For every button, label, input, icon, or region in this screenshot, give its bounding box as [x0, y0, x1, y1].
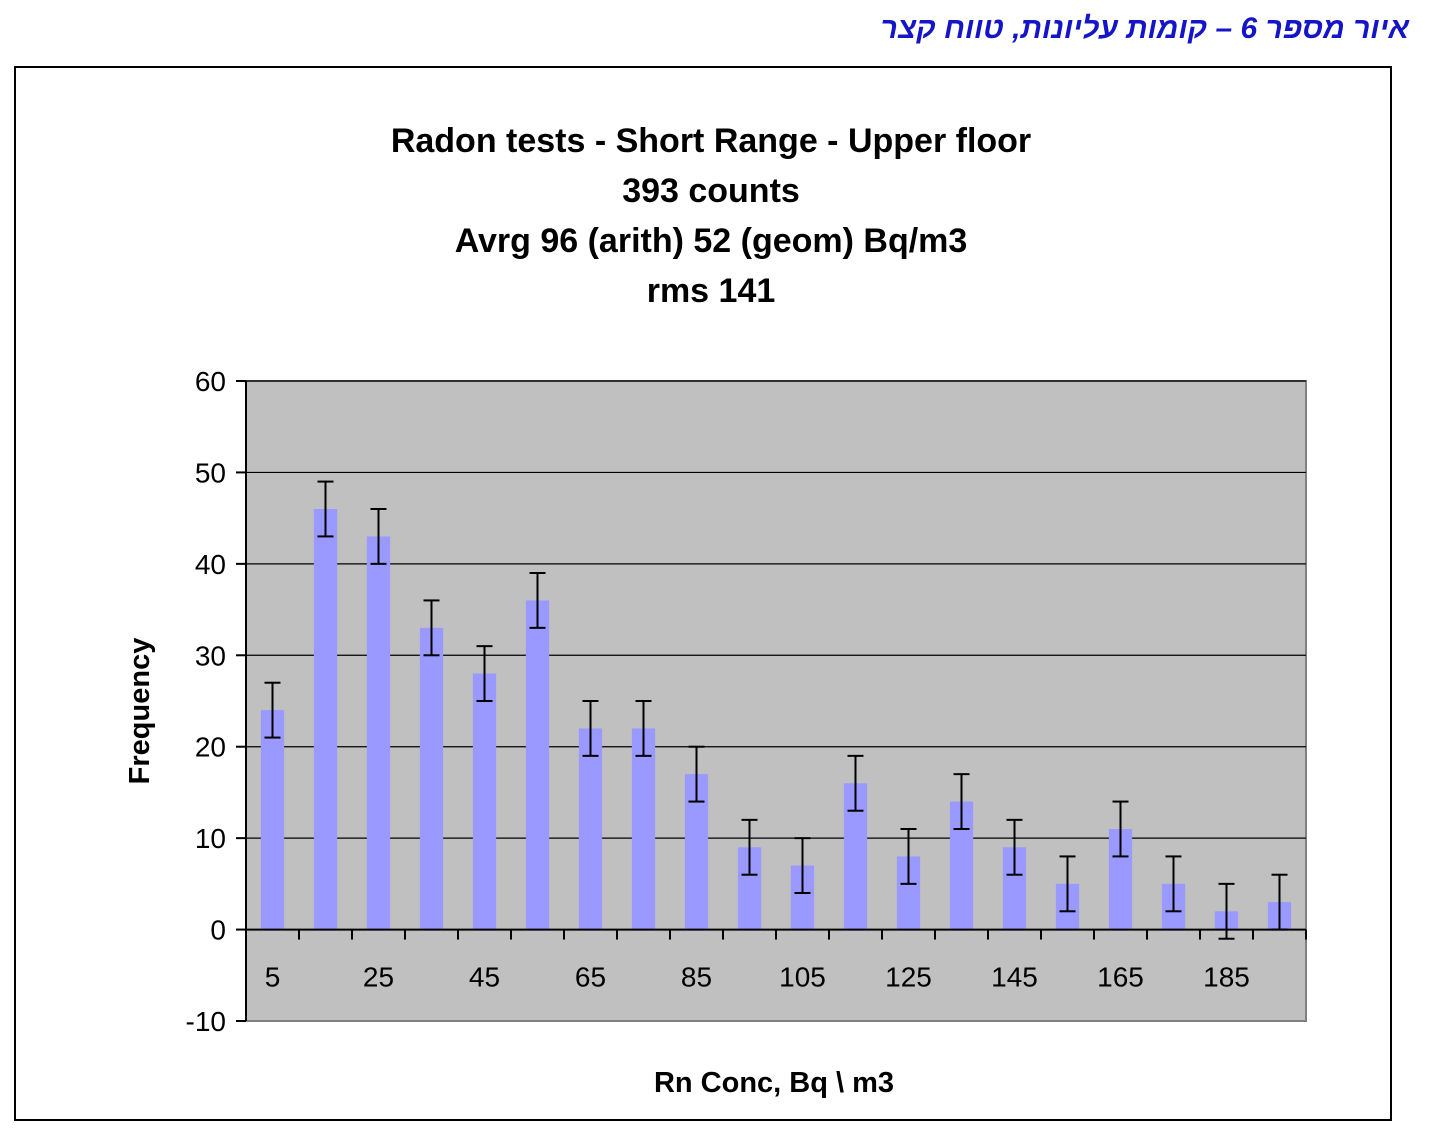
error-bar-105: [794, 837, 811, 894]
x-tick-label-85: 85: [681, 962, 712, 993]
x-tick-label-185: 185: [1203, 962, 1250, 993]
bar-45: [472, 673, 497, 930]
x-tick-label-45: 45: [469, 962, 500, 993]
y-tick-label-40: 40: [195, 549, 226, 580]
error-bar-145: [1006, 818, 1023, 876]
x-tick-label-125: 125: [885, 962, 932, 993]
bar-65: [578, 728, 603, 930]
error-bar-25: [370, 508, 387, 565]
chart-title-line-2: 393 counts: [622, 172, 800, 210]
x-tick-label-65: 65: [575, 962, 606, 993]
error-bar-75: [635, 700, 652, 757]
x-tick-label-25: 25: [363, 962, 394, 993]
y-tick-label-20: 20: [195, 732, 226, 763]
error-bar-35: [423, 599, 440, 657]
x-tick-label-165: 165: [1097, 962, 1144, 993]
error-bar-85: [688, 745, 705, 803]
x-axis-label: Rn Conc, Bq \ m3: [654, 1067, 894, 1099]
bar-75: [631, 728, 656, 930]
bar-135: [949, 801, 974, 930]
error-bar-55: [529, 572, 546, 629]
error-bar-5: [264, 681, 281, 739]
bar-125: [896, 856, 921, 930]
bar-5: [260, 710, 285, 930]
error-bar-165: [1112, 800, 1129, 858]
chart-frame: Radon tests - Short Range - Upper floor 3…: [14, 66, 1392, 1121]
chart-title-line-4: rms 141: [647, 272, 776, 310]
bar-55: [525, 600, 550, 930]
bar-105: [790, 865, 815, 930]
histogram-chart: Radon tests - Short Range - Upper floor 3…: [124, 122, 1307, 1099]
y-axis-label: Frequency: [124, 638, 156, 785]
x-tick-label-5: 5: [265, 962, 281, 993]
y-tick-label-10: 10: [195, 823, 226, 854]
bar-25: [366, 536, 391, 930]
bar-35: [419, 627, 444, 930]
bar-145: [1002, 847, 1027, 930]
error-bar-135: [953, 773, 970, 830]
bar-15: [313, 509, 338, 930]
y-tick-label-60: 60: [195, 366, 226, 397]
y-tick-label-30: 30: [195, 640, 226, 671]
chart-title-line-1: Radon tests - Short Range - Upper floor: [391, 122, 1031, 160]
error-bar-155: [1059, 855, 1076, 913]
error-bar-15: [317, 480, 334, 538]
y-tick-label-0: 0: [210, 915, 226, 946]
x-tick-label-145: 145: [991, 962, 1038, 993]
y-tick-label--10: -10: [186, 1006, 226, 1037]
error-bar-125: [900, 828, 917, 885]
bar-85: [684, 774, 709, 930]
error-bar-115: [847, 754, 864, 812]
plot-area: [245, 380, 1307, 1022]
error-bar-95: [741, 818, 758, 876]
error-bar-175: [1165, 855, 1182, 913]
error-bar-65: [582, 700, 599, 757]
error-bar-45: [476, 645, 493, 702]
chart-title-line-3: Avrg 96 (arith) 52 (geom) Bq/m3: [455, 222, 968, 260]
bar-165: [1108, 829, 1133, 930]
bar-95: [737, 847, 762, 930]
figure-caption: איור מספר 6 – קומות עליונות, טווח קצר: [880, 12, 1409, 45]
bar-115: [843, 783, 868, 930]
y-tick-label-50: 50: [195, 457, 226, 488]
x-tick-label-105: 105: [779, 962, 826, 993]
